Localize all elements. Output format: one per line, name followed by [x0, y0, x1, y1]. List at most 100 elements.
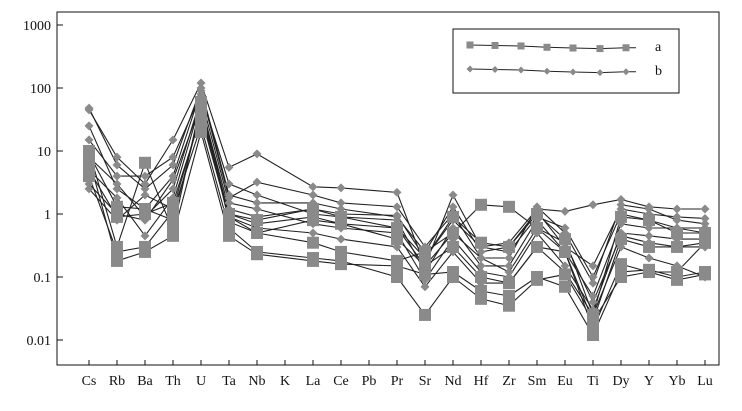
data-point-diamond: [392, 215, 402, 225]
x-tick-label-ba: Ba: [137, 374, 153, 389]
series-layer: [83, 78, 711, 342]
x-tick-label-cs: Cs: [82, 374, 97, 389]
data-point-diamond: [420, 275, 430, 285]
legend-line-b: [469, 68, 637, 74]
data-point-square: [391, 271, 403, 283]
data-point-diamond: [700, 228, 710, 238]
data-point-square: [419, 308, 431, 321]
data-point-diamond: [616, 219, 626, 229]
x-tick-label-ti: Ti: [587, 374, 599, 389]
data-point-diamond: [532, 212, 542, 222]
data-point-diamond: [700, 223, 710, 233]
data-point-diamond: [308, 228, 318, 238]
legend-marker-diamond: [569, 68, 577, 76]
data-point-square: [139, 240, 151, 253]
y-tick-label: 10: [37, 145, 51, 160]
data-point-diamond: [140, 190, 150, 200]
data-point-diamond: [84, 135, 94, 145]
data-point-diamond: [140, 231, 150, 241]
data-point-diamond: [168, 204, 178, 214]
legend-marker-diamond: [517, 66, 525, 74]
data-point-diamond: [196, 78, 206, 88]
data-point-diamond: [560, 228, 570, 238]
data-point-diamond: [644, 253, 654, 263]
x-tick-label-sm: Sm: [528, 374, 547, 389]
data-point-diamond: [616, 209, 626, 219]
data-point-diamond: [644, 238, 654, 248]
legend-marker-diamond: [491, 65, 499, 73]
data-point-diamond: [588, 305, 598, 315]
data-point-square: [167, 214, 179, 227]
data-point-diamond: [224, 193, 234, 203]
data-point-diamond: [672, 234, 682, 244]
data-point-diamond: [700, 272, 710, 282]
data-point-diamond: [560, 247, 570, 257]
data-point-diamond: [112, 193, 122, 203]
data-point-square: [167, 229, 179, 242]
data-point-diamond: [168, 175, 178, 185]
data-point-diamond: [252, 190, 262, 200]
data-point-diamond: [308, 204, 318, 214]
data-point-square: [587, 315, 599, 328]
data-point-diamond: [560, 223, 570, 233]
data-point-square: [475, 198, 487, 211]
x-tick-label-k: K: [280, 374, 290, 389]
legend-label-a: a: [655, 40, 662, 55]
data-point-diamond: [672, 223, 682, 233]
data-point-diamond: [448, 209, 458, 219]
data-point-diamond: [504, 272, 514, 282]
legend-marker-diamond: [543, 67, 551, 75]
legend-marker-square: [622, 44, 630, 52]
data-point-diamond: [588, 278, 598, 288]
data-point-square: [531, 273, 543, 286]
data-point-square: [503, 299, 515, 312]
x-tick-label-th: Th: [165, 374, 181, 389]
data-point-diamond: [224, 198, 234, 208]
data-point-diamond: [672, 242, 682, 252]
x-tick-label-y: Y: [644, 374, 654, 389]
data-point-diamond: [112, 160, 122, 170]
data-point-diamond: [140, 184, 150, 194]
legend-box: [452, 28, 680, 94]
data-point-diamond: [700, 242, 710, 252]
x-tick-label-nd: Nd: [444, 374, 461, 389]
data-point-square: [447, 271, 459, 283]
data-point-diamond: [392, 228, 402, 238]
data-point-diamond: [504, 253, 514, 263]
data-point-diamond: [644, 209, 654, 219]
legend-marker-square: [491, 41, 499, 49]
data-point-square: [111, 200, 123, 213]
data-point-diamond: [84, 165, 94, 175]
y-tick-label: 0.01: [27, 334, 52, 349]
data-point-square: [643, 266, 655, 279]
data-point-diamond: [644, 215, 654, 225]
data-point-diamond: [392, 187, 402, 197]
data-point-square: [251, 226, 263, 239]
data-point-square: [503, 200, 515, 213]
legend-line-a: [469, 44, 637, 50]
data-point-diamond: [252, 177, 262, 187]
x-tick-label-dy: Dy: [612, 374, 629, 389]
data-point-diamond: [392, 210, 402, 220]
data-point-diamond: [252, 204, 262, 214]
x-tick-label-pr: Pr: [391, 374, 404, 389]
data-point-diamond: [140, 215, 150, 225]
legend-marker-square: [517, 42, 525, 50]
data-point-diamond: [168, 135, 178, 145]
data-point-diamond: [476, 261, 486, 271]
data-point-diamond: [700, 234, 710, 244]
data-point-square: [391, 259, 403, 272]
data-point-diamond: [336, 219, 346, 229]
data-point-diamond: [308, 212, 318, 222]
data-point-diamond: [588, 261, 598, 271]
data-point-diamond: [336, 234, 346, 244]
x-tick-label-rb: Rb: [109, 374, 125, 389]
legend-marker-square: [596, 45, 604, 53]
data-point-diamond: [420, 242, 430, 252]
data-point-diamond: [168, 184, 178, 194]
y-tick-label: 0.1: [34, 271, 52, 286]
data-point-diamond: [84, 103, 94, 113]
data-point-diamond: [224, 204, 234, 214]
